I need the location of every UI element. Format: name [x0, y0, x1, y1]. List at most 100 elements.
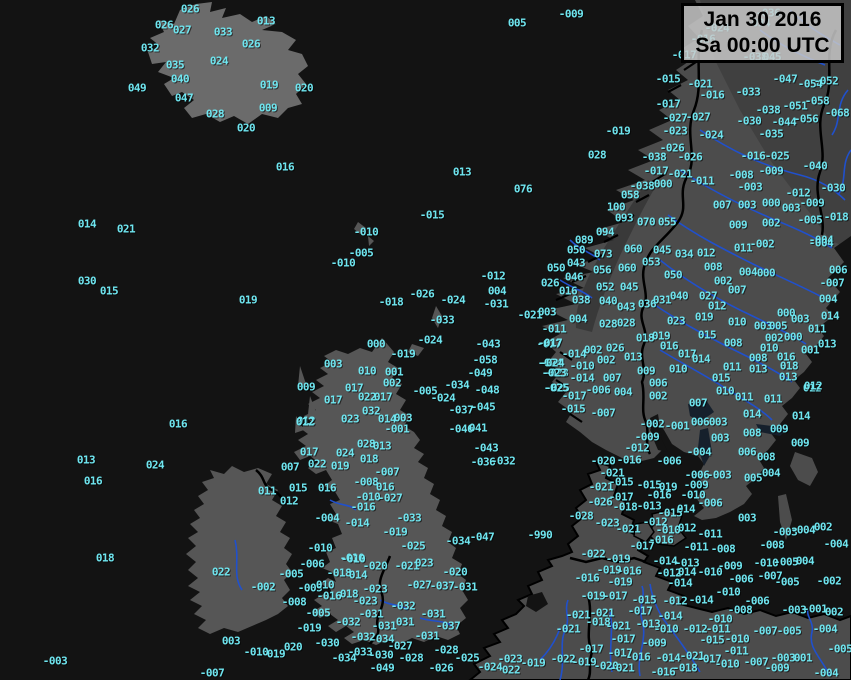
station-value: -023	[543, 366, 569, 380]
station-value: 009	[636, 364, 656, 378]
station-value: 012	[707, 299, 727, 313]
station-value: -002	[250, 580, 276, 594]
station-value: 031	[652, 293, 672, 307]
station-value: 100	[606, 200, 626, 214]
station-value: -007	[590, 406, 616, 420]
island-gotland	[790, 452, 818, 486]
station-value: -025	[544, 381, 570, 395]
station-value: 076	[513, 182, 533, 196]
station-value: -017	[655, 97, 681, 111]
station-value: -015	[636, 478, 662, 492]
station-value: -024	[430, 391, 456, 405]
station-value: -028	[398, 651, 424, 665]
station-value: -014	[652, 554, 678, 568]
station-value: -012	[682, 622, 708, 636]
border-sweden-finland	[816, 29, 838, 236]
station-value: -010	[243, 645, 269, 659]
station-value: -013	[635, 617, 661, 631]
station-value: -047	[469, 530, 495, 544]
station-value: 028	[356, 437, 376, 451]
station-value: 002	[824, 605, 844, 619]
station-value: 012	[677, 521, 697, 535]
station-value: 028	[598, 317, 618, 331]
station-value: -017	[610, 632, 636, 646]
station-value: 007	[602, 371, 622, 385]
station-value: 018	[359, 452, 379, 466]
station-value: 006	[737, 445, 757, 459]
station-value: -010	[680, 488, 706, 502]
station-value: -030	[820, 181, 846, 195]
station-value: -056	[793, 112, 819, 126]
station-value: 043	[616, 300, 636, 314]
station-value: -020	[362, 559, 388, 573]
station-value: -008	[759, 538, 785, 552]
station-value: 070	[636, 215, 656, 229]
station-value: -010	[353, 225, 379, 239]
landmass-continent	[468, 460, 851, 680]
station-value: 005	[507, 16, 527, 30]
station-value: -054	[797, 77, 823, 91]
station-value: 011	[734, 390, 754, 404]
station-value: 034	[375, 632, 395, 646]
station-value: -024	[417, 333, 443, 347]
station-value: -016	[625, 650, 651, 664]
station-value: -003	[781, 603, 807, 617]
station-value: -004	[686, 445, 712, 459]
station-value: -047	[772, 72, 798, 86]
station-value: 000	[653, 177, 673, 191]
station-value: -021	[615, 522, 641, 536]
station-value: -031	[420, 607, 446, 621]
station-value: -027	[685, 110, 711, 124]
station-value: 089	[574, 233, 594, 247]
landmass-iceland	[148, 2, 308, 124]
station-value: -010	[569, 359, 595, 373]
station-value: 003	[737, 511, 757, 525]
station-value: 004	[487, 284, 507, 298]
station-value: -011	[697, 527, 723, 541]
station-value: 002	[761, 216, 781, 230]
station-value: 043	[566, 256, 586, 270]
station-value: -019	[296, 621, 322, 635]
station-value: 017	[373, 390, 393, 404]
station-value: -045	[470, 400, 496, 414]
station-value: -010	[753, 556, 779, 570]
station-value: -016	[646, 488, 672, 502]
station-value: -043	[475, 337, 501, 351]
station-value: -004	[790, 523, 816, 537]
station-value: 002	[583, 343, 603, 357]
station-value: -004	[823, 537, 849, 551]
station-value: -006	[728, 572, 754, 586]
station-value: -003	[770, 651, 796, 665]
station-value: 008	[742, 426, 762, 440]
station-value: 010	[715, 384, 735, 398]
station-value: 019	[266, 647, 286, 661]
station-value: 000	[776, 306, 796, 320]
station-value: -005	[797, 213, 823, 227]
station-value: -014	[657, 609, 683, 623]
station-value: -017	[643, 164, 669, 178]
station-value: -004	[808, 236, 834, 250]
station-value: 024	[145, 458, 165, 472]
station-value: 040	[170, 72, 190, 86]
station-value: -028	[568, 509, 594, 523]
station-value: -038	[755, 103, 781, 117]
station-value: 035	[165, 58, 185, 72]
station-value: 028	[205, 107, 225, 121]
station-value: -004	[314, 511, 340, 525]
station-value: -024	[477, 660, 503, 674]
station-value: -007	[199, 666, 225, 680]
station-value: -012	[656, 566, 682, 580]
station-value: -049	[369, 661, 395, 675]
station-value: 050	[663, 268, 683, 282]
station-value: -003	[737, 180, 763, 194]
station-value: -022	[550, 652, 576, 666]
station-value: 047	[174, 91, 194, 105]
station-value: 003	[537, 305, 557, 319]
station-value: -012	[624, 441, 650, 455]
station-value: -023	[541, 366, 567, 380]
station-value: 013	[778, 370, 798, 384]
station-value: -026	[428, 661, 454, 675]
station-value: -038	[629, 179, 655, 193]
station-value: 024	[335, 446, 355, 460]
